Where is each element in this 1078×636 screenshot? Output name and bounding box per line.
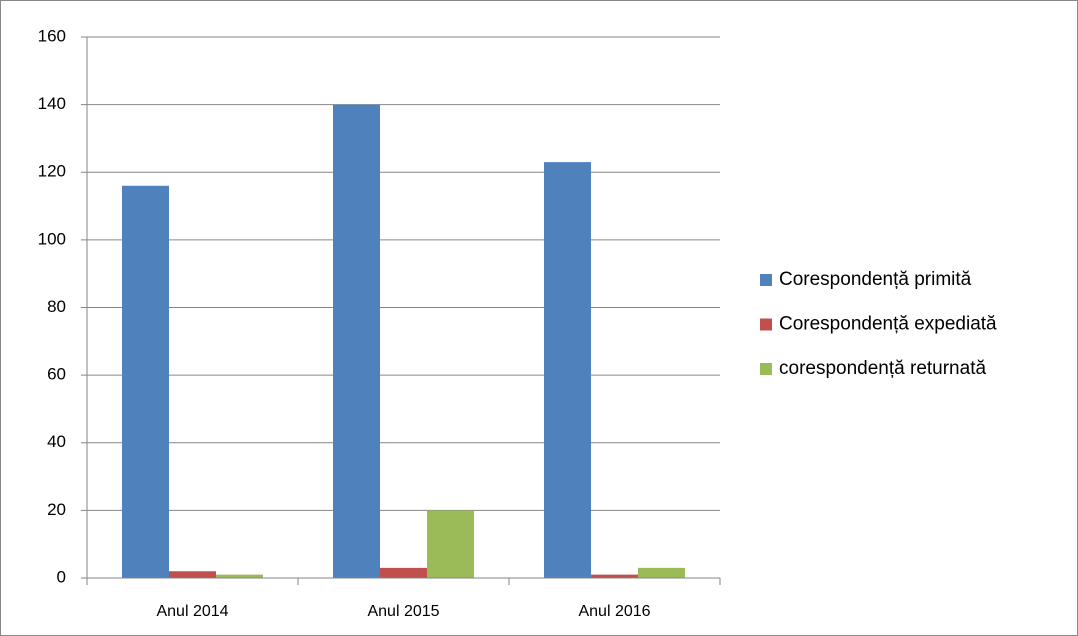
legend-swatch: [760, 363, 772, 375]
bar: [122, 185, 169, 578]
bar: [638, 567, 685, 578]
y-tick-label: 120: [38, 162, 66, 181]
y-tick-label: 40: [47, 432, 66, 451]
y-tick-label: 60: [47, 365, 66, 384]
x-tick-label: Anul 2016: [578, 603, 650, 620]
legend-label: corespondență returnată: [779, 358, 986, 379]
y-tick-label: 80: [47, 297, 66, 316]
y-tick-label: 20: [47, 500, 66, 519]
legend-swatch: [760, 318, 772, 331]
legend-swatch: [760, 274, 772, 286]
legend-label: Corespondență primită: [779, 269, 972, 290]
legend-label: Corespondență expediată: [779, 314, 997, 335]
bar: [216, 574, 263, 578]
bar: [333, 104, 380, 578]
bar: [380, 567, 427, 578]
y-tick-label: 140: [38, 94, 66, 113]
y-tick-label: 160: [38, 26, 66, 45]
x-tick-label: Anul 2015: [367, 603, 439, 620]
bar: [591, 574, 638, 578]
bar: [169, 571, 216, 578]
bar: [544, 162, 591, 578]
bar: [427, 510, 474, 578]
y-tick-label: 0: [57, 567, 66, 586]
y-tick-label: 100: [38, 229, 66, 248]
x-tick-label: Anul 2014: [156, 603, 228, 620]
